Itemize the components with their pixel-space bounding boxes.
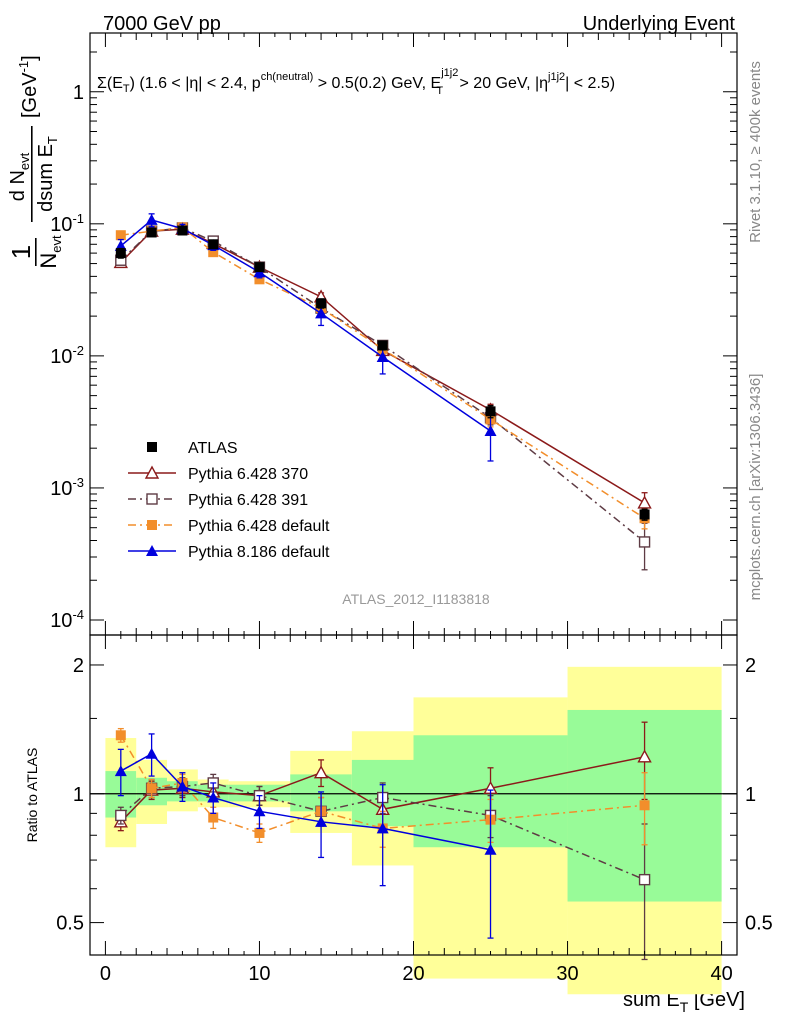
main-point-pythia-8-186-default: [376, 351, 389, 363]
ratio-point-pythia-8-186-default: [207, 791, 220, 803]
ratio-series-pythia-8-186-default: [114, 733, 497, 939]
main-point-atlas: [485, 406, 496, 417]
ratio-point-pythia-8-186-default: [484, 843, 497, 855]
main-point-pythia-8-186-default: [145, 213, 158, 225]
ratio-point-pythia-8-186-default: [176, 780, 189, 792]
ratio-line-pythia-8-186-default: [120, 752, 491, 851]
main-point-pythia-6-428-391: [638, 536, 651, 548]
ratio-point-pythia-6-428-default: [254, 827, 265, 838]
legend-entry-pythia-6-428-default: Pythia 6.428 default: [128, 518, 330, 535]
legend-label: Pythia 6.428 370: [188, 466, 308, 483]
main-point-atlas: [316, 298, 327, 309]
ratio-y-tick-label-right: 2: [745, 655, 756, 677]
process-label: Underlying Event: [583, 13, 736, 35]
legend: ATLAS Pythia 6.428 370 Pythia 6.428 391 Pyt…: [128, 440, 330, 561]
legend-marker: [146, 493, 158, 505]
main-series-atlas: [115, 225, 650, 521]
main-y-tick-label: 10-3: [50, 475, 84, 500]
legend-entry-atlas: ATLAS: [147, 440, 238, 457]
main-point-atlas: [377, 340, 388, 351]
ratio-y-tick-label-right: 0.5: [745, 913, 773, 935]
main-y-tick-label: 10-1: [50, 211, 84, 236]
main-point-pythia-6-428-default: [208, 247, 219, 258]
ratio-point-pythia-6-428-370: [313, 765, 329, 779]
ratio-y-tick-label: 2: [73, 655, 84, 677]
energy-label: 7000 GeV pp: [103, 13, 221, 35]
ratio-y-tick-label: 0.5: [56, 913, 84, 935]
rivet-version-label: Rivet 3.1.10, ≥ 400k events: [747, 61, 764, 243]
legend-entry-pythia-6-428-370: Pythia 6.428 370: [128, 465, 308, 483]
legend-marker: [147, 442, 157, 452]
mcplots-label: mcplots.cern.ch [arXiv:1306.3436]: [747, 374, 764, 601]
ratio-point-pythia-6-428-default: [115, 730, 126, 741]
axes: 0 10 20 30 40 10-4 10-3 10-2 10-1 1 0.5 0.5 1 1 2 2: [50, 32, 773, 985]
main-series-pythia-8-186-default: [114, 213, 497, 462]
ratio-y-tick-label-right: 1: [745, 784, 756, 806]
ratio-point-pythia-8-186-default: [145, 747, 158, 759]
main-point-atlas: [254, 262, 265, 273]
main-y-tick-label: 10-4: [50, 607, 84, 632]
main-point-atlas: [208, 239, 219, 250]
legend-label: Pythia 8.186 default: [188, 544, 330, 561]
main-line-pythia-8-186-default: [120, 219, 491, 432]
ratio-point-pythia-6-428-default: [639, 800, 650, 811]
ratio-point-pythia-8-186-default: [114, 765, 127, 777]
legend-label: Pythia 6.428 391: [188, 492, 308, 509]
main-point-atlas: [177, 225, 188, 236]
ylabel-nevt: Nevt: [36, 235, 64, 269]
ratio-point-pythia-6-428-391: [638, 873, 651, 886]
ratio-point-pythia-8-186-default: [376, 822, 389, 834]
legend-marker: [146, 545, 158, 556]
ratio-point-pythia-6-428-391: [115, 809, 127, 822]
ylabel-fraction-bar-2: [31, 126, 33, 222]
ylabel-dsum: dsum ET: [35, 136, 60, 212]
main-plot-area: [113, 213, 652, 571]
x-tick-label: 30: [556, 963, 578, 985]
legend-marker: [147, 520, 157, 530]
x-tick-label: 20: [402, 963, 424, 985]
legend-label: Pythia 6.428 default: [188, 518, 330, 535]
main-point-atlas: [639, 509, 650, 520]
main-point-pythia-8-186-default: [484, 424, 497, 436]
ratio-point-pythia-8-186-default: [315, 815, 328, 827]
main-point-atlas: [146, 227, 157, 238]
ylabel-fraction-bar-1: [35, 238, 37, 266]
plot-title: Σ(ET) (1.6 < |η| < 2.4, pch(neutral) > 0…: [97, 67, 615, 97]
ylabel-dn: d Nevt: [7, 152, 32, 201]
x-tick-label: 0: [100, 963, 111, 985]
ylabel-prefix-one: 1: [6, 245, 36, 259]
main-y-axis-label: 1 Nevt d Nevt dsum ET [GeV-1]: [6, 55, 64, 268]
main-point-pythia-6-428-370: [637, 495, 652, 509]
main-point-pythia-8-186-default: [315, 307, 328, 319]
main-point-pythia-6-428-default: [254, 274, 265, 285]
ylabel-unit: [GeV-1]: [16, 55, 41, 118]
legend-entry-pythia-8-186-default: Pythia 8.186 default: [128, 544, 330, 561]
ratio-point-pythia-6-428-370: [637, 749, 652, 763]
x-tick-label: 10: [248, 963, 270, 985]
legend-label: ATLAS: [188, 440, 238, 457]
main-y-tick-label: 1: [73, 82, 84, 104]
main-point-pythia-6-428-default: [115, 230, 126, 241]
analysis-label: ATLAS_2012_I1183818: [342, 591, 490, 607]
x-axis-label: sum ET [GeV]: [623, 989, 745, 1015]
ratio-point-pythia-6-428-default: [146, 783, 157, 794]
ratio-y-axis-label: Ratio to ATLAS: [24, 748, 40, 843]
ratio-point-pythia-8-186-default: [253, 805, 266, 817]
ratio-point-pythia-6-428-default: [208, 812, 219, 823]
ratio-y-tick-label: 1: [73, 784, 84, 806]
main-line-pythia-6-428-default: [120, 226, 645, 519]
ratio-plot-area: [90, 721, 737, 961]
legend-marker: [144, 465, 160, 479]
legend-entry-pythia-6-428-391: Pythia 6.428 391: [128, 492, 308, 509]
x-tick-label: 40: [710, 963, 732, 985]
main-y-tick-label: 10-2: [50, 343, 84, 368]
main-point-atlas: [115, 248, 126, 259]
